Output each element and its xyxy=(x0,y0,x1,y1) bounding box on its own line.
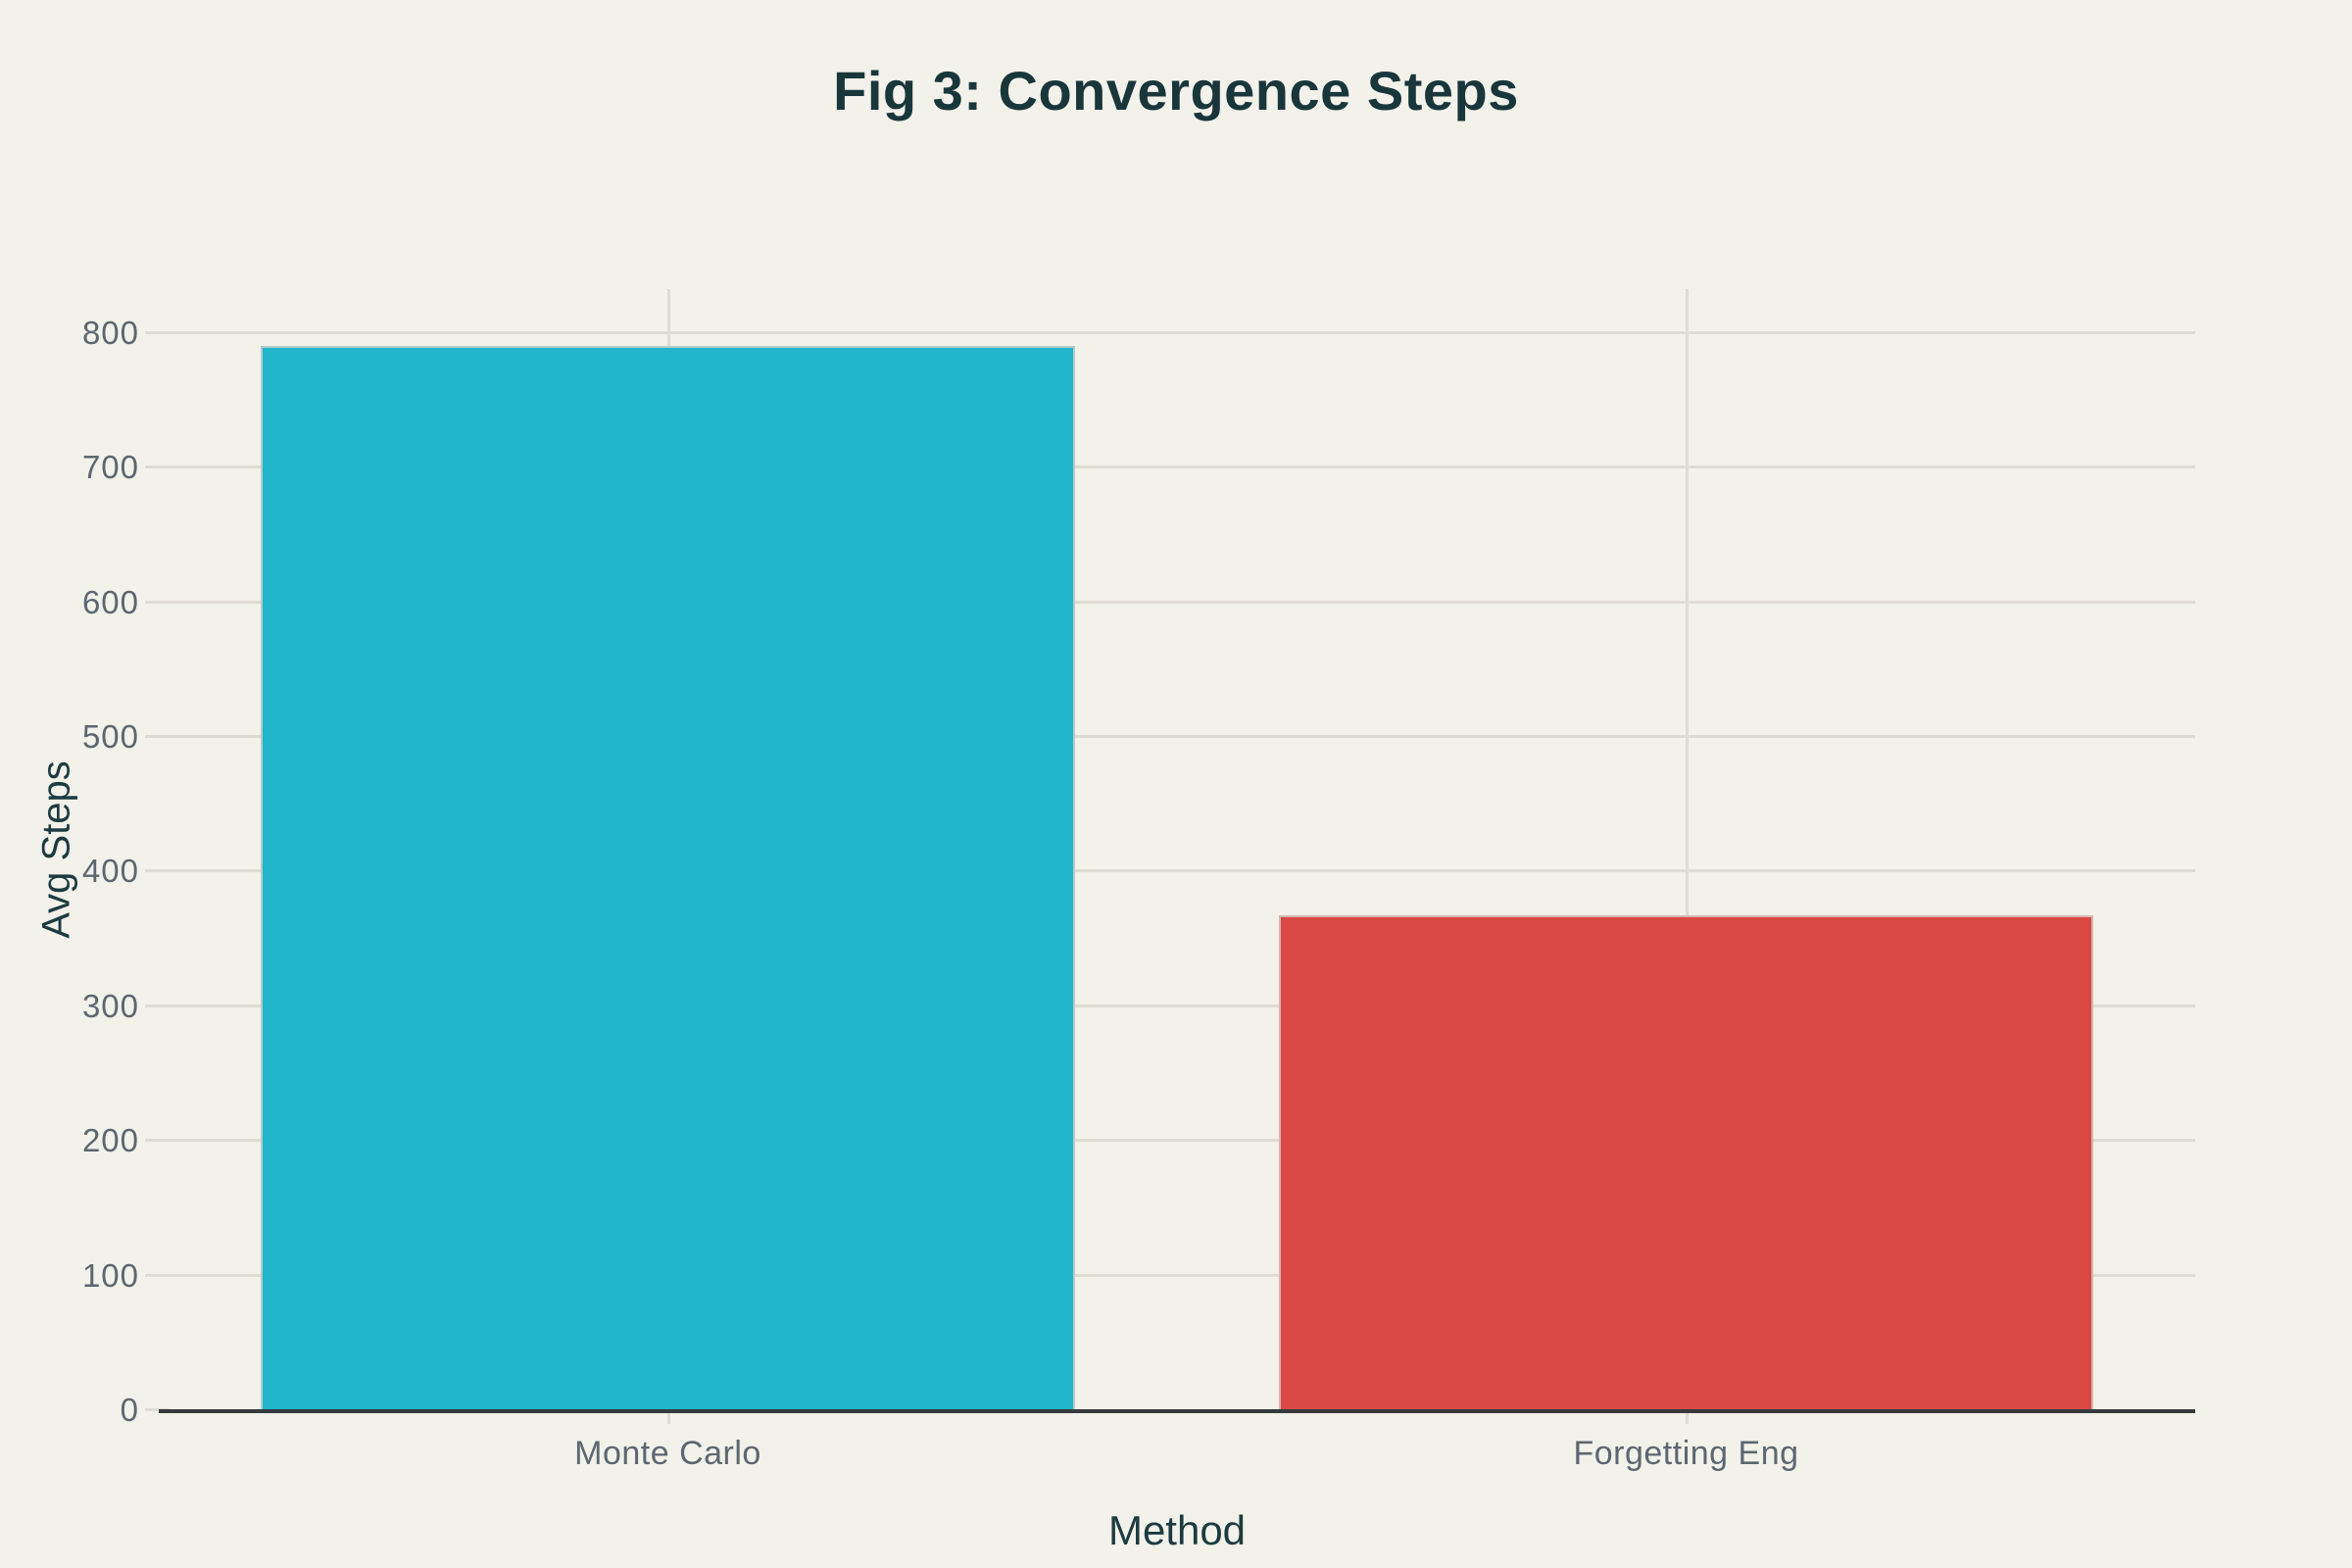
y-tick-mark xyxy=(145,330,169,334)
y-tick-label: 0 xyxy=(120,1392,139,1428)
y-axis-title: Avg Steps xyxy=(34,760,78,939)
y-gridline xyxy=(159,600,2195,604)
bar-forgetting-eng xyxy=(1278,914,2094,1409)
y-tick-label: 200 xyxy=(81,1122,139,1159)
x-tick-mark xyxy=(1685,1412,1689,1424)
x-tick-label: Monte Carlo xyxy=(574,1435,761,1472)
y-tick-mark xyxy=(145,1273,169,1277)
y-tick-mark xyxy=(145,1408,169,1411)
y-tick-mark xyxy=(145,466,169,469)
y-tick-label: 300 xyxy=(81,987,139,1024)
y-gridline xyxy=(159,1004,2195,1007)
y-tick-label: 600 xyxy=(81,583,139,620)
y-tick-label: 500 xyxy=(81,718,139,756)
y-tick-label: 800 xyxy=(81,314,139,351)
y-gridline xyxy=(159,1139,2195,1143)
bar-monte-carlo xyxy=(260,345,1076,1409)
y-gridline xyxy=(159,869,2195,873)
y-gridline xyxy=(159,1273,2195,1277)
y-tick-label: 100 xyxy=(81,1256,139,1294)
y-tick-label: 400 xyxy=(81,853,139,890)
y-tick-mark xyxy=(145,1139,169,1143)
y-tick-label: 700 xyxy=(81,449,139,486)
y-tick-mark xyxy=(145,600,169,604)
y-tick-mark xyxy=(145,735,169,739)
x-axis-title: Method xyxy=(1107,1507,1247,1553)
y-tick-mark xyxy=(145,869,169,873)
x-tick-mark xyxy=(666,1412,670,1424)
x-axis-line xyxy=(159,1409,2195,1413)
x-tick-label: Forgetting Eng xyxy=(1573,1435,1799,1472)
y-gridline xyxy=(159,330,2195,334)
y-gridline xyxy=(159,466,2195,469)
category-gridline xyxy=(1685,289,1689,1409)
chart-title: Fig 3: Convergence Steps xyxy=(833,60,1519,122)
y-tick-mark xyxy=(145,1004,169,1007)
y-gridline xyxy=(159,735,2195,739)
